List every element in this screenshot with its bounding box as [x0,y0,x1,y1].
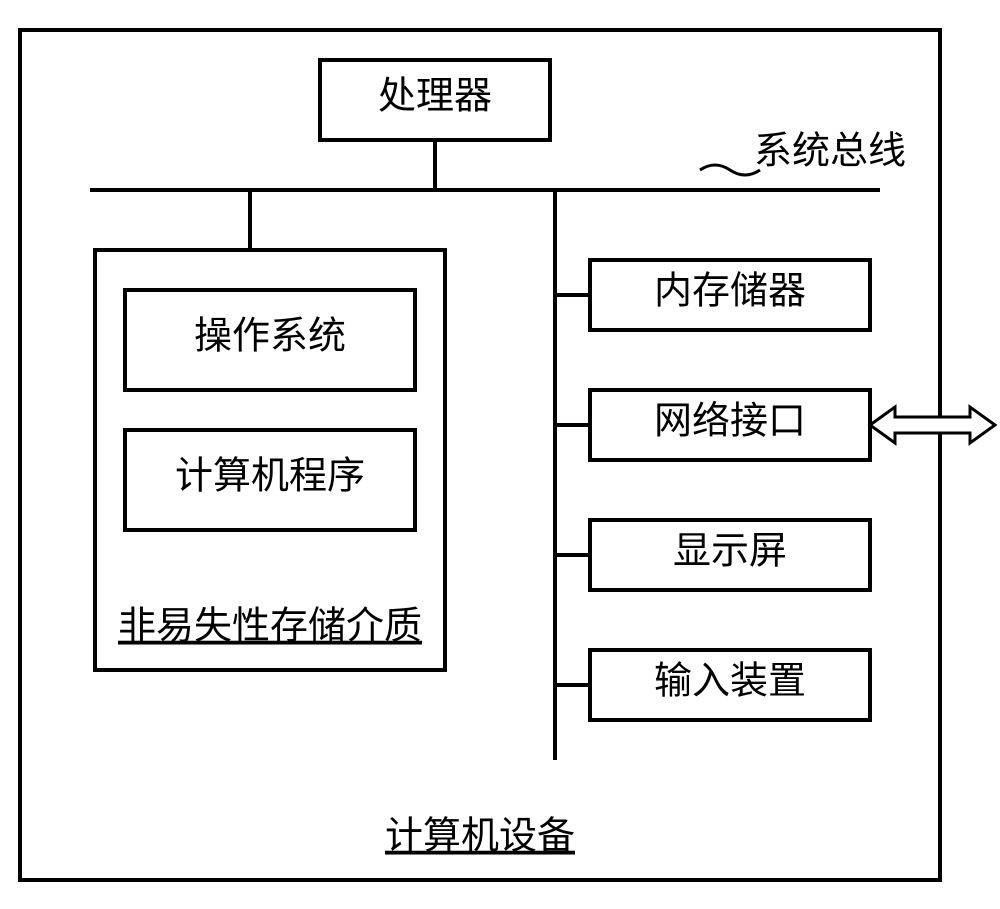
display-box[interactable]: 显示屏 [590,520,870,590]
memory-label: 内存储器 [654,271,806,313]
network-label: 网络接口 [654,401,806,443]
bus-tilde-mark [700,165,760,175]
display-label: 显示屏 [673,531,787,573]
program-box[interactable]: 计算机程序 [125,430,415,530]
system-bus-label: 系统总线 [754,131,906,173]
input-label: 输入装置 [654,661,806,703]
outer-container-label: 计算机设备 [385,816,575,858]
processor-label: 处理器 [378,76,492,118]
processor-box[interactable]: 处理器 [320,60,550,140]
os-label: 操作系统 [194,316,346,358]
network-double-arrow-icon [870,407,995,443]
nv-storage-label: 非易失性存储介质 [118,606,422,648]
network-box[interactable]: 网络接口 [590,390,870,460]
input-box[interactable]: 输入装置 [590,650,870,720]
memory-box[interactable]: 内存储器 [590,260,870,330]
program-label: 计算机程序 [175,456,365,498]
os-box[interactable]: 操作系统 [125,290,415,390]
